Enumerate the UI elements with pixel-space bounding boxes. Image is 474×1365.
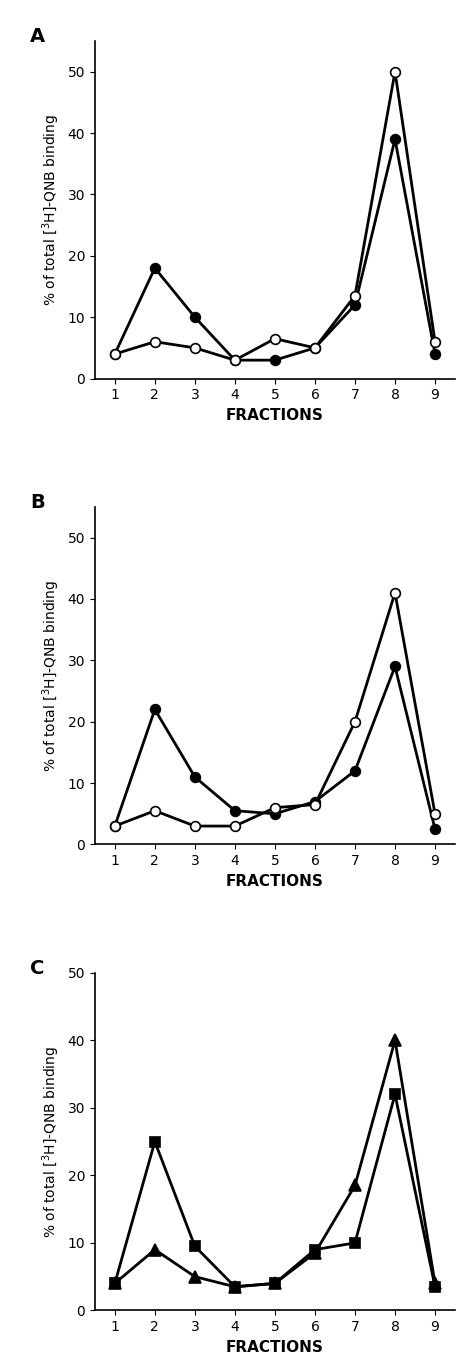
Y-axis label: % of total [$^{3}$H]-QNB binding: % of total [$^{3}$H]-QNB binding — [40, 1046, 62, 1238]
X-axis label: FRACTIONS: FRACTIONS — [226, 408, 324, 423]
X-axis label: FRACTIONS: FRACTIONS — [226, 1339, 324, 1354]
Text: B: B — [30, 493, 45, 512]
Y-axis label: % of total [$^{3}$H]-QNB binding: % of total [$^{3}$H]-QNB binding — [40, 113, 62, 306]
Text: C: C — [30, 960, 45, 979]
Text: A: A — [30, 27, 45, 46]
Y-axis label: % of total [$^{3}$H]-QNB binding: % of total [$^{3}$H]-QNB binding — [40, 580, 62, 771]
X-axis label: FRACTIONS: FRACTIONS — [226, 874, 324, 889]
